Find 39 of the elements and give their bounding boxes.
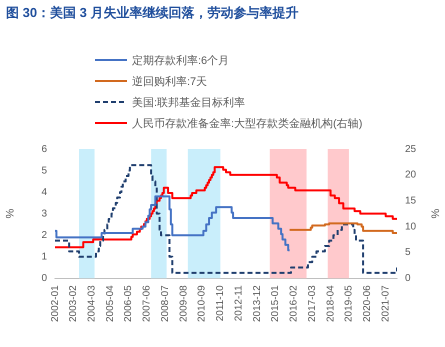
y2-tick-label: 5 <box>405 247 411 258</box>
y2-tick-label: 15 <box>405 195 417 206</box>
y2-tick-label: 20 <box>405 170 417 181</box>
y2-axis-title: % <box>428 208 440 219</box>
y-tick-label: 2 <box>41 230 48 241</box>
x-tick-label: 2005-04 <box>104 284 116 322</box>
y-tick-label: 4 <box>41 186 48 198</box>
y2-tick-label: 10 <box>405 221 417 232</box>
y-tick-label: 5 <box>41 165 48 176</box>
y2-tick-label: 0 <box>405 273 411 284</box>
legend-label: 逆回购利率:7天 <box>132 74 208 88</box>
legend-label: 定期存款利率:6个月 <box>132 54 230 68</box>
y-tick-label: 1 <box>41 252 48 262</box>
x-tick-label: 2018-04 <box>325 284 336 322</box>
y-tick-label: 3 <box>41 208 48 220</box>
chart-title: 图 30：美国 3 月失业率继续回落，劳动参与率提升 <box>6 4 299 22</box>
x-tick-label: 2008-07 <box>160 284 171 322</box>
x-tick-label: 2020-06 <box>362 284 374 322</box>
y-tick-label: 0 <box>41 273 48 284</box>
x-tick-label: 2016-02 <box>288 284 300 322</box>
y-tick-label: 6 <box>41 144 48 155</box>
x-tick-label: 2002-01 <box>50 284 61 322</box>
x-tick-label: 2015-01 <box>270 284 282 322</box>
x-tick-label: 2013-12 <box>252 284 263 322</box>
legend-label: 美国:联邦基金目标利率 <box>132 96 246 110</box>
x-tick-label: 2017-03 <box>306 284 318 322</box>
x-tick-label: 2011-10 <box>215 284 226 322</box>
x-tick-label: 2003-02 <box>68 284 80 322</box>
y-axis-title: % <box>4 208 17 219</box>
x-tick-label: 2009-08 <box>178 284 190 322</box>
x-tick-label: 2012-11 <box>233 284 244 322</box>
x-tick-label: 2007-06 <box>142 284 153 322</box>
x-tick-label: 2019-05 <box>344 284 355 322</box>
x-tick-label: 2006-05 <box>123 284 134 322</box>
y2-tick-label: 25 <box>405 144 417 155</box>
x-tick-label: 2004-03 <box>86 284 98 322</box>
x-tick-label: 2021-07 <box>380 284 392 322</box>
legend-label: 人民币存款准备金率:大型存款类金融机构(右轴) <box>132 116 362 130</box>
x-tick-label: 2010-09 <box>196 284 208 322</box>
